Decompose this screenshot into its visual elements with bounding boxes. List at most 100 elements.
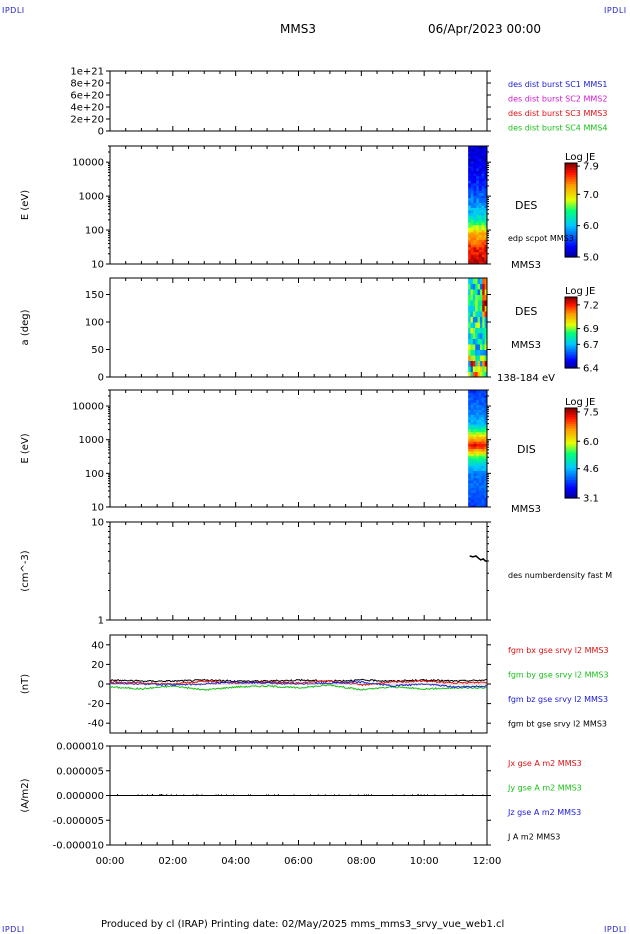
heatmap-cell bbox=[484, 251, 488, 255]
heatmap-cell bbox=[481, 411, 485, 415]
heatmap-cell bbox=[484, 475, 488, 479]
heatmap-cell bbox=[481, 148, 485, 152]
heatmap-cell bbox=[468, 236, 472, 240]
heatmap-cell bbox=[478, 192, 483, 196]
heatmap-cell bbox=[475, 349, 479, 356]
legend-entry: Jz gse A m2 MMS3 bbox=[507, 808, 581, 817]
heatmap-cell bbox=[481, 202, 485, 206]
spacecraft-label: MMS3 bbox=[511, 260, 541, 271]
heatmap-cell bbox=[473, 254, 477, 258]
heatmap-cell bbox=[479, 278, 483, 284]
heatmap-cell bbox=[468, 153, 472, 157]
heatmap-cell bbox=[484, 333, 488, 339]
heatmap-cell bbox=[478, 209, 483, 213]
heatmap-cell bbox=[470, 431, 475, 435]
colorbar-segment bbox=[565, 240, 577, 244]
heatmap-cell bbox=[473, 407, 477, 410]
heatmap-cell bbox=[468, 426, 472, 430]
heatmap-cell bbox=[484, 155, 488, 159]
colorbar-segment bbox=[565, 328, 577, 332]
heatmap-cell bbox=[468, 168, 472, 172]
heatmap-cell bbox=[468, 234, 472, 238]
heatmap-cell bbox=[484, 494, 488, 498]
y-tick-label: 0.000005 bbox=[56, 766, 104, 777]
heatmap-cell bbox=[473, 494, 477, 498]
heatmap-cell bbox=[468, 431, 472, 435]
heatmap-cell bbox=[470, 402, 475, 406]
heatmap-cell bbox=[468, 397, 472, 401]
heatmap-cell bbox=[473, 168, 477, 172]
heatmap-cell bbox=[478, 200, 483, 204]
colorbar-segment bbox=[565, 486, 577, 490]
heatmap-cell bbox=[484, 294, 488, 301]
heatmap-cell bbox=[473, 224, 477, 228]
y-tick-label: 100 bbox=[85, 318, 104, 329]
colorbar-segment bbox=[565, 188, 577, 192]
heatmap-cell bbox=[468, 158, 472, 162]
heatmap-cell bbox=[479, 305, 483, 312]
heatmap-cell bbox=[468, 480, 472, 484]
heatmap-cell bbox=[481, 190, 485, 194]
heatmap-cell bbox=[470, 419, 475, 423]
heatmap-cell bbox=[476, 207, 480, 211]
heatmap-cell bbox=[478, 222, 483, 226]
heatmap-cell bbox=[473, 146, 477, 149]
colorbar-segment bbox=[565, 355, 577, 358]
heatmap-cell bbox=[470, 429, 475, 432]
heatmap-cell bbox=[481, 246, 485, 250]
heatmap-cell bbox=[470, 453, 475, 457]
heatmap-cell bbox=[472, 333, 476, 339]
heatmap-cell bbox=[476, 209, 480, 213]
heatmap-cell bbox=[470, 150, 475, 154]
colorbar-segment bbox=[565, 186, 577, 190]
heatmap-cell bbox=[468, 202, 472, 206]
heatmap-cell bbox=[478, 394, 483, 398]
heatmap-cell bbox=[468, 160, 472, 164]
heatmap-cell bbox=[478, 504, 483, 508]
heatmap-cell bbox=[470, 450, 475, 454]
colorbar-segment bbox=[565, 493, 577, 497]
heatmap-cell bbox=[473, 429, 477, 432]
heatmap-cell bbox=[481, 487, 485, 491]
colorbar-segment bbox=[565, 224, 577, 228]
heatmap-cell bbox=[476, 487, 480, 491]
heatmap-cell bbox=[484, 197, 488, 201]
heatmap-cell bbox=[468, 390, 472, 393]
corner-label-bottom-left: IPDLI bbox=[2, 925, 25, 934]
heatmap-cell bbox=[473, 217, 477, 221]
heatmap-cell bbox=[484, 426, 488, 430]
heatmap-cell bbox=[468, 177, 472, 181]
colorbar-segment bbox=[565, 300, 577, 303]
heatmap-cell bbox=[468, 170, 472, 174]
heatmap-cell bbox=[477, 366, 481, 372]
heatmap-cell bbox=[478, 207, 483, 211]
heatmap-cell bbox=[473, 148, 477, 152]
heatmap-cell bbox=[468, 187, 472, 191]
heatmap-cell bbox=[484, 421, 488, 425]
heatmap-cell bbox=[468, 148, 472, 152]
heatmap-cell bbox=[472, 311, 476, 317]
heatmap-cell bbox=[478, 180, 483, 184]
heatmap-cell bbox=[470, 244, 475, 248]
heatmap-cell bbox=[468, 289, 472, 295]
heatmap-cell bbox=[481, 185, 485, 189]
heatmap-cell bbox=[468, 419, 472, 423]
heatmap-cell bbox=[468, 256, 472, 260]
heatmap-cell bbox=[484, 404, 488, 408]
heatmap-cell bbox=[473, 394, 477, 398]
heatmap-cell bbox=[475, 305, 479, 312]
heatmap-cell bbox=[468, 190, 472, 194]
heatmap-cell bbox=[476, 165, 480, 169]
heatmap-cell bbox=[481, 187, 485, 191]
colorbar-segment bbox=[565, 172, 577, 176]
heatmap-cell bbox=[468, 327, 472, 334]
colorbar-segment bbox=[565, 245, 577, 249]
heatmap-cell bbox=[473, 205, 477, 208]
heatmap-cell bbox=[473, 504, 477, 508]
heatmap-cell bbox=[484, 261, 488, 265]
heatmap-cell bbox=[476, 202, 480, 206]
heatmap-cell bbox=[484, 305, 488, 312]
heatmap-cell bbox=[478, 214, 483, 218]
heatmap-cell bbox=[472, 294, 476, 301]
colorbar-segment bbox=[565, 464, 577, 468]
